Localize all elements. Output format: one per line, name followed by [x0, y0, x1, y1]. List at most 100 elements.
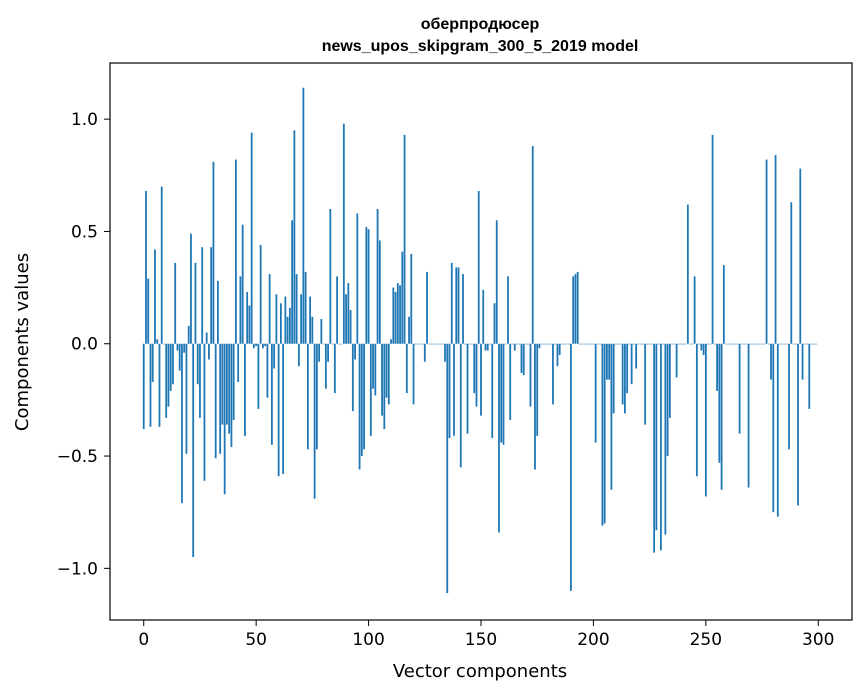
bar-101 — [369, 343, 372, 436]
bar-42 — [237, 343, 240, 382]
bar-235 — [671, 343, 674, 345]
chart-subtitle: news_upos_skipgram_300_5_2019 model — [322, 38, 639, 55]
bar-217 — [630, 343, 633, 385]
bar-283 — [779, 343, 781, 345]
bar-100 — [367, 229, 370, 344]
bar-149 — [477, 191, 480, 344]
bar-200 — [592, 343, 595, 345]
bar-246 — [695, 343, 698, 477]
bar-145 — [468, 343, 471, 345]
bar-14 — [174, 262, 177, 344]
bar-279 — [770, 343, 772, 380]
bar-196 — [583, 343, 586, 345]
bar-97 — [360, 343, 363, 457]
bar-19 — [185, 343, 188, 454]
bar-93 — [351, 343, 354, 412]
bar-264 — [736, 343, 739, 345]
bar-143 — [464, 343, 467, 345]
plot-frame — [109, 62, 853, 621]
bar-257 — [720, 343, 723, 490]
bar-128 — [430, 343, 433, 345]
bar-214 — [624, 343, 626, 414]
bar-237 — [675, 343, 678, 378]
bar-55 — [266, 343, 269, 398]
bar-172 — [529, 343, 532, 407]
bar-171 — [527, 343, 530, 345]
bar-45 — [244, 343, 246, 436]
bar-230 — [659, 343, 662, 551]
bar-282 — [776, 343, 779, 517]
x-axis-label: Vector components — [393, 661, 567, 682]
bars-group — [142, 87, 817, 594]
bar-127 — [428, 343, 431, 345]
bar-133 — [441, 343, 444, 345]
bar-50 — [255, 343, 258, 346]
bar-174 — [534, 343, 536, 470]
bar-29 — [208, 343, 210, 360]
bar-274 — [758, 343, 761, 345]
bar-178 — [543, 343, 545, 345]
x-tick-label-200: 200 — [577, 630, 609, 650]
x-tick-label-0: 0 — [138, 630, 149, 650]
bar-243 — [689, 343, 692, 345]
bar-198 — [588, 343, 590, 345]
bar-268 — [745, 343, 748, 345]
bar-15 — [176, 343, 179, 351]
bar-99 — [365, 226, 368, 344]
bar-170 — [525, 343, 527, 345]
bar-8 — [160, 186, 163, 344]
bar-35 — [221, 343, 224, 425]
bar-10 — [165, 343, 168, 418]
bar-81 — [324, 343, 327, 389]
bar-132 — [439, 343, 442, 345]
bar-59 — [275, 294, 278, 344]
bar-260 — [727, 343, 730, 345]
bar-297 — [810, 343, 813, 345]
bar-28 — [205, 332, 208, 344]
bar-186 — [561, 343, 563, 345]
bar-201 — [594, 343, 597, 443]
bar-44 — [241, 224, 244, 344]
bar-205 — [603, 343, 606, 524]
bar-103 — [374, 343, 377, 396]
bar-23 — [194, 262, 197, 344]
bar-221 — [639, 343, 642, 345]
bar-73 — [306, 343, 309, 450]
y-tick-label-4: 1.0 — [71, 110, 98, 130]
bar-6 — [156, 339, 159, 344]
bar-199 — [590, 343, 593, 345]
bar-131 — [437, 343, 440, 345]
bar-224 — [646, 343, 649, 345]
bar-161 — [504, 343, 507, 345]
bar-248 — [700, 343, 703, 351]
bar-204 — [601, 343, 604, 526]
bar-9 — [163, 343, 165, 345]
bar-241 — [684, 343, 687, 345]
bar-169 — [522, 343, 525, 376]
bar-7 — [158, 343, 161, 427]
bar-281 — [774, 155, 777, 344]
y-tick-label-1: −0.5 — [57, 447, 98, 467]
bar-78 — [318, 343, 321, 362]
bar-168 — [520, 343, 523, 373]
bar-139 — [455, 267, 458, 344]
bar-259 — [725, 343, 727, 345]
bar-162 — [507, 276, 509, 344]
bar-182 — [552, 343, 554, 405]
bar-189 — [567, 343, 570, 345]
bar-122 — [417, 343, 419, 345]
bar-142 — [462, 274, 464, 344]
bar-233 — [666, 343, 669, 457]
bar-115 — [401, 251, 404, 344]
bar-152 — [484, 343, 487, 351]
bar-261 — [729, 343, 732, 345]
bar-108 — [385, 343, 388, 398]
x-tick-label-300: 300 — [802, 630, 834, 650]
bar-210 — [615, 343, 617, 345]
bar-58 — [273, 343, 276, 369]
bar-3 — [149, 343, 152, 427]
bar-138 — [453, 343, 455, 436]
bar-220 — [637, 343, 640, 345]
bar-124 — [421, 343, 424, 345]
bar-292 — [799, 168, 802, 344]
